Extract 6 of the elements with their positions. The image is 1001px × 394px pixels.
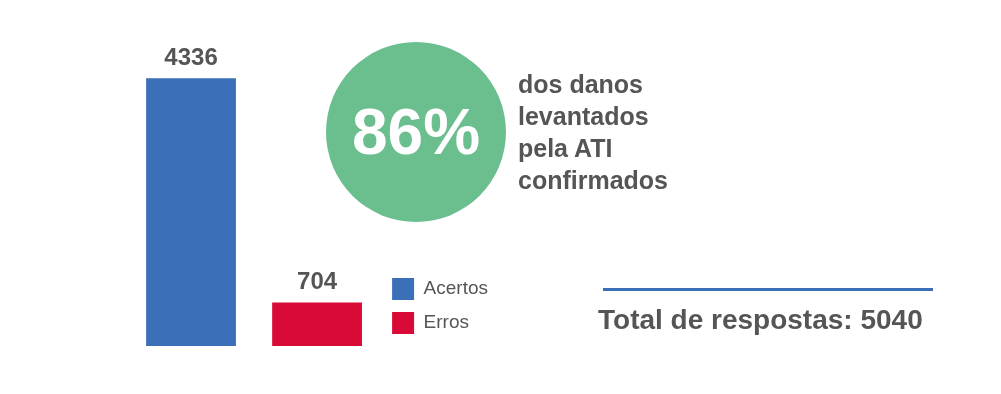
legend-label: Erros: [423, 311, 469, 333]
data-label: 704: [297, 267, 338, 295]
text: Total de respostas: 5040: [598, 304, 924, 336]
data-label: 4336: [164, 42, 218, 70]
legend-label: Acertos: [423, 277, 489, 299]
text: dos danos levantados pela ATI confirmados: [518, 69, 670, 196]
